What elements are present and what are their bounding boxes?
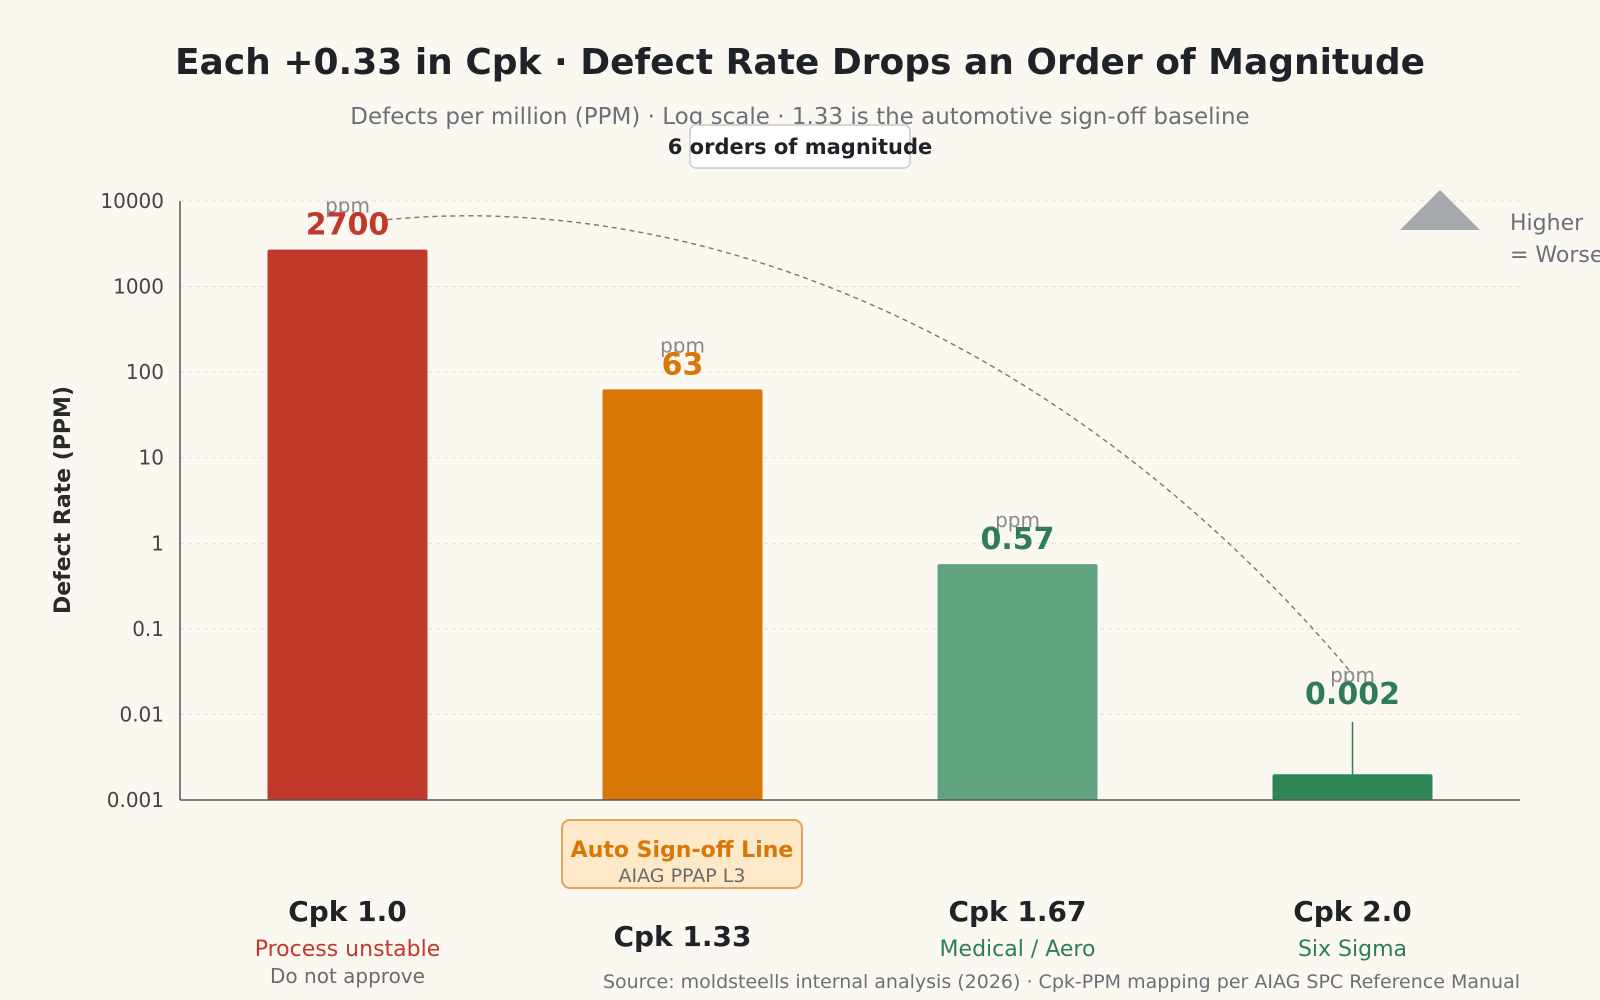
category-status: Six Sigma	[1298, 937, 1407, 962]
value-label: 2700	[306, 208, 390, 243]
category-label: Cpk 1.67	[948, 895, 1086, 928]
signoff-title: Auto Sign-off Line	[571, 838, 794, 863]
y-tick-label: 1000	[113, 275, 164, 299]
orders-badge-box	[689, 124, 911, 169]
y-tick-label: 10	[139, 446, 164, 470]
y-tick-label: 0.001	[107, 788, 164, 812]
y-tick-label: 0.1	[132, 617, 164, 641]
signoff-box-frame	[561, 819, 803, 889]
value-label: 0.57	[980, 522, 1054, 557]
bar	[267, 249, 428, 801]
bar	[602, 389, 763, 800]
bar	[1272, 774, 1433, 800]
y-tick-label: 0.01	[119, 702, 164, 726]
value-label: 63	[662, 347, 704, 382]
signoff-subtitle: AIAG PPAP L3	[619, 865, 746, 887]
category-status: Medical / Aero	[940, 937, 1096, 962]
y-axis-label: Defect Rate (PPM)	[51, 386, 76, 614]
legend-line-1: Higher	[1510, 211, 1584, 236]
orders-badge: 6 orders of magnitude	[668, 124, 933, 169]
category-status: Process unstable	[255, 937, 441, 962]
axes: 10000 1000 100 10 1 0.1 0.01 0.001 Defect Rate (…	[51, 189, 1520, 812]
legend: Higher = Worse	[1400, 190, 1600, 268]
trend-curve	[387, 215, 1354, 675]
source-note: Source: moldsteells internal analysis (2…	[603, 971, 1520, 993]
trend-curve-line	[387, 215, 1354, 675]
y-tick-label: 1	[151, 531, 164, 555]
up-triangle-icon	[1400, 190, 1480, 230]
orders-badge-text: 6 orders of magnitude	[668, 135, 933, 159]
y-tick-label: 10000	[100, 189, 164, 213]
bar	[937, 564, 1098, 800]
unit-label: ppm	[1330, 663, 1375, 687]
bars	[267, 249, 1433, 801]
value-label: 0.002	[1305, 677, 1400, 712]
signoff-box: Auto Sign-off Line AIAG PPAP L3	[561, 819, 803, 889]
category-label: Cpk 1.33	[613, 920, 751, 953]
category-label: Cpk 1.0	[288, 895, 407, 928]
category-label: Cpk 2.0	[1293, 895, 1412, 928]
unit-label: ppm	[995, 508, 1040, 532]
unit-label: ppm	[660, 333, 705, 357]
unit-label: ppm	[325, 194, 370, 218]
y-tick-label: 100	[126, 360, 164, 384]
category-note: Do not approve	[270, 964, 425, 988]
chart-title: Each +0.33 in Cpk · Defect Rate Drops an…	[174, 42, 1426, 83]
legend-line-2: = Worse	[1510, 243, 1600, 268]
